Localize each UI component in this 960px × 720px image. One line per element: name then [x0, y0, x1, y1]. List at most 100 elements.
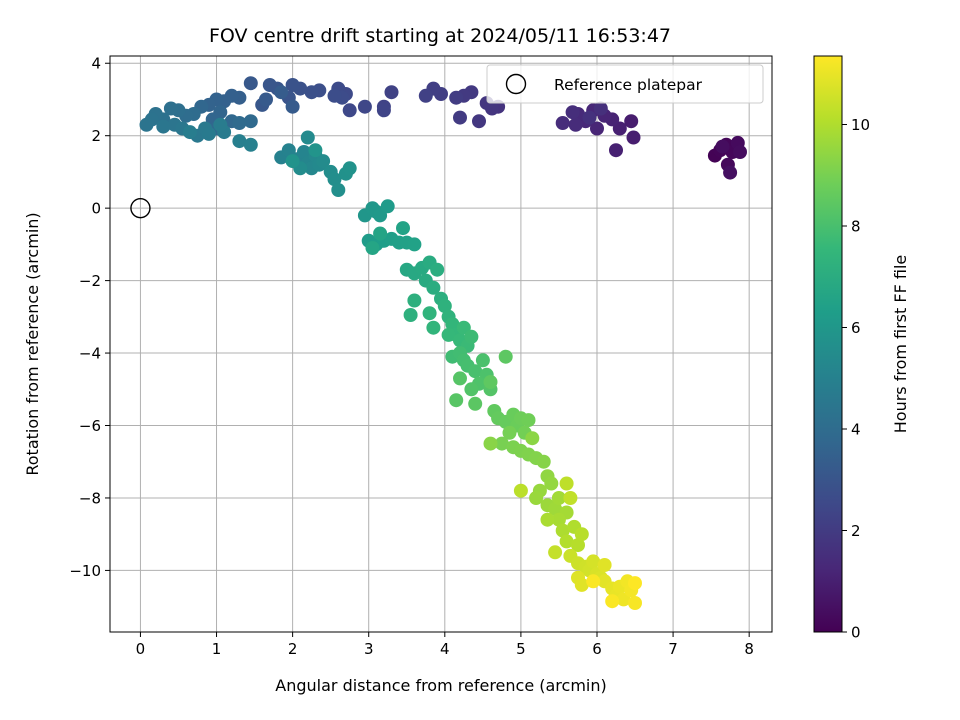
colorbar-tick-label: 10	[851, 116, 870, 134]
data-point	[232, 116, 247, 130]
data-point	[262, 78, 277, 92]
data-point	[723, 165, 738, 180]
data-point	[449, 90, 464, 105]
colorbar-tick-label: 2	[851, 522, 861, 540]
colorbar-tick-label: 8	[851, 218, 861, 236]
data-point	[582, 110, 597, 125]
data-point	[609, 143, 623, 158]
data-point	[733, 145, 747, 159]
data-point	[396, 221, 410, 236]
x-tick-label: 4	[440, 640, 450, 658]
y-axis-label: Rotation from reference (arcmin)	[23, 212, 42, 475]
data-point	[365, 241, 380, 255]
data-point	[521, 413, 536, 428]
data-point	[243, 114, 258, 129]
colorbar-ticks: 0 2 4 6 8 10	[842, 116, 870, 642]
data-point	[445, 317, 460, 332]
data-point	[536, 454, 551, 469]
legend-label: Reference platepar	[554, 76, 703, 94]
chart-title: FOV centre drift starting at 2024/05/11 …	[209, 25, 671, 47]
data-point	[559, 476, 574, 491]
colorbar-tick-label: 6	[851, 319, 861, 337]
reference-marker	[130, 197, 151, 219]
data-point	[182, 125, 197, 140]
y-tick-label: −6	[79, 417, 101, 435]
data-point	[308, 143, 323, 158]
x-tick-label: 0	[136, 640, 146, 658]
plot-area	[110, 56, 772, 632]
data-point	[449, 393, 464, 408]
x-tick-label: 2	[288, 640, 298, 658]
data-point	[502, 425, 517, 440]
data-point	[624, 114, 639, 129]
data-point	[571, 538, 585, 553]
data-point	[498, 349, 513, 364]
data-point	[380, 199, 395, 214]
data-point	[453, 371, 467, 386]
data-point	[376, 103, 391, 118]
data-point	[403, 308, 418, 322]
data-point	[285, 154, 300, 169]
y-tick-label: 4	[91, 55, 101, 73]
data-point	[243, 137, 258, 152]
data-point	[464, 382, 479, 397]
data-point	[297, 145, 311, 159]
data-point	[426, 280, 441, 295]
data-point	[525, 431, 540, 446]
data-point	[565, 105, 580, 120]
colorbar: 0 2 4 6 8 10 Hours from first FF file	[813, 55, 910, 642]
data-point	[590, 121, 604, 136]
data-point	[285, 78, 300, 92]
data-point	[568, 117, 583, 132]
x-tick-label: 7	[668, 640, 678, 658]
data-point	[304, 85, 319, 100]
y-tick-label: −2	[79, 272, 101, 290]
data-point	[213, 117, 228, 132]
colorbar-frame	[813, 55, 843, 633]
data-point	[472, 114, 486, 129]
data-point	[384, 85, 399, 100]
data-point	[327, 88, 342, 103]
data-point	[529, 491, 544, 505]
data-point	[327, 172, 342, 187]
data-point	[430, 262, 445, 277]
x-tick-label: 1	[212, 640, 222, 658]
x-tick-label: 6	[592, 640, 602, 658]
data-point	[468, 396, 483, 411]
colorbar-tick-label: 4	[851, 421, 861, 439]
data-point	[437, 299, 452, 313]
colorbar-label: Hours from first FF file	[891, 255, 910, 434]
data-point	[574, 527, 589, 542]
data-point	[551, 491, 566, 505]
data-point	[628, 576, 642, 591]
y-axis-ticks: 4 2 0 −2 −4 −6 −8 −10	[69, 55, 110, 580]
data-point	[373, 226, 388, 241]
data-point	[453, 110, 467, 125]
data-point	[422, 306, 437, 321]
data-point	[475, 353, 490, 368]
data-point	[555, 523, 570, 538]
data-point	[418, 88, 433, 103]
plot-frame	[109, 55, 773, 633]
x-axis-ticks: 0 1 2 3 4 5 6 7 8	[136, 632, 754, 658]
data-point	[201, 126, 216, 141]
x-tick-label: 8	[744, 640, 754, 658]
data-point	[316, 154, 331, 169]
legend: Reference platepar	[486, 64, 764, 104]
data-point	[274, 85, 289, 100]
data-point	[715, 139, 730, 154]
legend-box	[486, 64, 764, 104]
data-point	[407, 293, 422, 308]
data-point	[628, 596, 642, 610]
data-point	[540, 512, 555, 527]
data-point	[559, 534, 574, 549]
data-point	[426, 320, 441, 335]
x-axis-label: Angular distance from reference (arcmin)	[275, 676, 606, 695]
data-point	[483, 436, 498, 451]
data-point	[593, 101, 608, 116]
y-tick-label: 2	[91, 127, 101, 145]
data-point	[548, 545, 563, 560]
y-tick-label: −10	[69, 562, 101, 580]
y-tick-label: −4	[79, 345, 101, 363]
